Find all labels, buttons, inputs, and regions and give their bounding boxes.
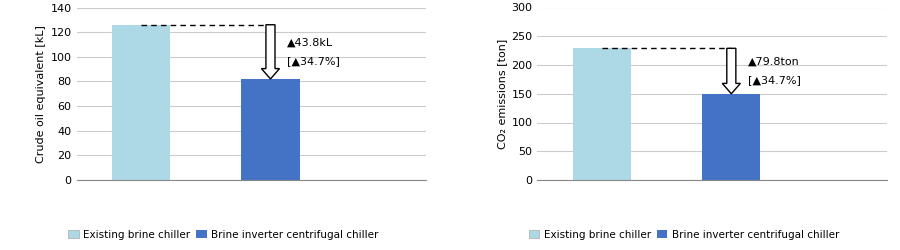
Y-axis label: Crude oil equivalent [kL]: Crude oil equivalent [kL] (36, 25, 46, 163)
Bar (112, 25, 170, 180)
Y-axis label: CO₂ emissions [ton]: CO₂ emissions [ton] (497, 38, 508, 149)
Text: ▲43.8kL: ▲43.8kL (287, 37, 333, 47)
Legend: Existing brine chiller, Brine inverter centrifugal chiller: Existing brine chiller, Brine inverter c… (64, 226, 382, 244)
Polygon shape (261, 25, 280, 79)
Text: ▲79.8ton: ▲79.8ton (748, 56, 800, 66)
Text: [▲34.7%]: [▲34.7%] (287, 56, 340, 66)
Legend: Existing brine chiller, Brine inverter centrifugal chiller: Existing brine chiller, Brine inverter c… (525, 226, 843, 244)
Text: [▲34.7%]: [▲34.7%] (748, 76, 801, 86)
Polygon shape (723, 48, 741, 94)
Bar (702, 94, 760, 180)
Bar (241, 79, 300, 180)
Bar (573, 48, 631, 180)
